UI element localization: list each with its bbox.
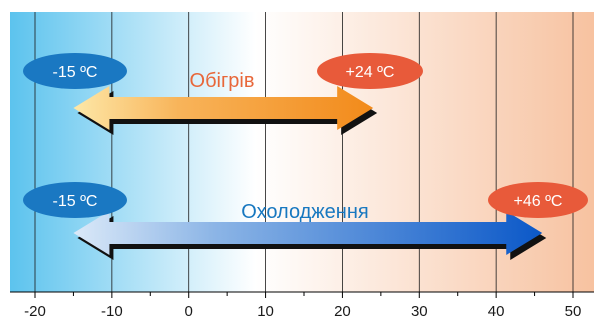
- x-tick-label: -10: [101, 303, 123, 320]
- x-tick-label: 50: [565, 303, 582, 320]
- cooling-title: Охолодження: [241, 201, 368, 223]
- x-tick-label: 40: [488, 303, 505, 320]
- cooling-arrow: [73, 211, 543, 255]
- heating-arrow: [73, 86, 374, 130]
- x-tick-label: 30: [411, 303, 428, 320]
- x-tick-label: -20: [24, 303, 46, 320]
- heating-min-badge: [23, 53, 127, 89]
- cooling-min-label: -15 ºC: [53, 193, 98, 210]
- cooling-min-badge: [23, 182, 127, 218]
- cooling-max-label: +46 ºC: [514, 193, 563, 210]
- cooling-max-badge: [488, 182, 588, 218]
- x-tick-label: 0: [185, 303, 193, 320]
- x-axis-ticks: -20 -10 0 10 20 30 40 50: [24, 292, 581, 320]
- heating-max-badge: [317, 53, 423, 89]
- heating-arrow-group: Обігрів -15 ºC +24 ºC: [23, 53, 423, 135]
- x-tick-label: 10: [257, 303, 274, 320]
- heating-max-label: +24 ºC: [346, 64, 395, 81]
- heating-min-label: -15 ºC: [53, 64, 98, 81]
- x-tick-label: 20: [334, 303, 351, 320]
- heating-title: Обігрів: [190, 70, 255, 92]
- cooling-arrow-group: Охолодження -15 ºC +46 ºC: [23, 182, 588, 260]
